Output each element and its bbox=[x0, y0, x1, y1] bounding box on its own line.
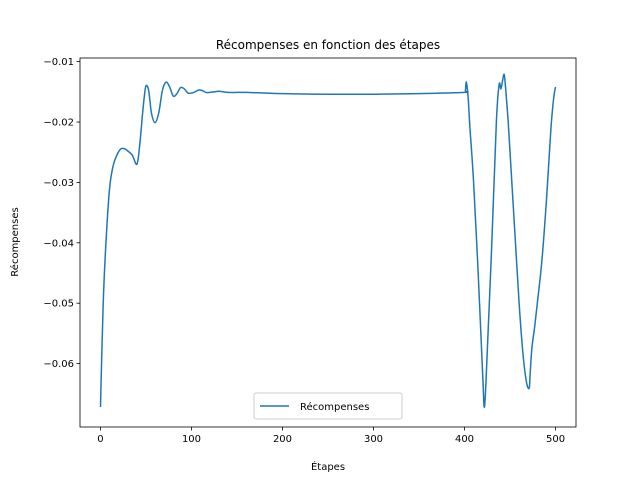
legend: Récompenses bbox=[253, 392, 403, 420]
series-line bbox=[99, 73, 557, 408]
legend-box bbox=[253, 392, 403, 420]
axes-frame bbox=[79, 57, 577, 428]
y-tick-label: −0.03 bbox=[43, 178, 74, 189]
y-axis-label: Récompenses bbox=[9, 207, 21, 276]
y-tick-label: −0.02 bbox=[43, 118, 74, 129]
legend-label: Récompenses bbox=[300, 401, 369, 413]
x-tick-label: 100 bbox=[182, 434, 201, 445]
y-tick-label: −0.05 bbox=[43, 299, 74, 310]
x-axis-ticks: 0 100 200 300 400 500 bbox=[97, 427, 565, 445]
x-tick-label: 0 bbox=[97, 434, 103, 445]
x-tick-label: 300 bbox=[364, 434, 383, 445]
x-tick-label: 400 bbox=[455, 434, 474, 445]
y-tick-label: −0.06 bbox=[43, 359, 74, 370]
x-tick-label: 200 bbox=[273, 434, 292, 445]
y-tick-label: −0.01 bbox=[43, 57, 74, 68]
chart-title: Récompenses en fonction des étapes bbox=[216, 38, 440, 52]
x-axis-label: Étapes bbox=[311, 460, 345, 473]
y-axis-ticks: −0.06 −0.05 −0.04 −0.03 −0.02 −0.01 bbox=[43, 57, 80, 370]
x-tick-label: 500 bbox=[546, 434, 565, 445]
series-layer bbox=[99, 73, 557, 408]
y-tick-label: −0.04 bbox=[43, 238, 74, 249]
